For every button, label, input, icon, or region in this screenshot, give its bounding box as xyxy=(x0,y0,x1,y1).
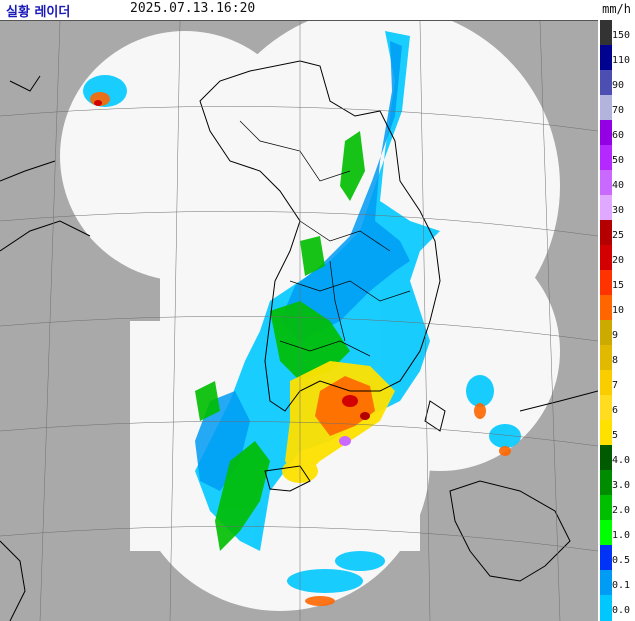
legend-label: 4.0 xyxy=(612,455,631,466)
legend-label: 6 xyxy=(612,405,619,416)
legend-label: 15 xyxy=(612,280,625,291)
legend-label: 5 xyxy=(612,430,619,441)
coastlines xyxy=(0,60,598,621)
radar-map-canvas xyxy=(0,21,598,621)
legend-swatch xyxy=(600,395,612,421)
legend-label: 25 xyxy=(612,230,625,241)
legend-label: 10 xyxy=(612,305,625,316)
legend-label: 0.0 xyxy=(612,605,631,616)
radar-map[interactable] xyxy=(0,20,598,621)
legend-swatch xyxy=(600,95,612,121)
legend-label: 110 xyxy=(612,55,631,66)
legend-swatch xyxy=(600,145,612,171)
legend-swatch xyxy=(600,595,612,621)
legend-label: 20 xyxy=(612,255,625,266)
legend-label: 50 xyxy=(612,155,625,166)
legend-label: 30 xyxy=(612,205,625,216)
legend-swatch xyxy=(600,120,612,146)
legend-swatch xyxy=(600,245,612,271)
legend-swatch xyxy=(600,45,612,71)
legend-swatch xyxy=(600,170,612,196)
legend-label: 70 xyxy=(612,105,625,116)
legend-swatch xyxy=(600,545,612,571)
legend-swatch xyxy=(600,20,612,46)
legend-label: 90 xyxy=(612,80,625,91)
legend-label: 150 xyxy=(612,30,631,41)
legend-swatch xyxy=(600,470,612,496)
legend-label: 0.5 xyxy=(612,555,631,566)
precipitation-red-purple xyxy=(94,100,370,446)
legend-swatch xyxy=(600,370,612,396)
legend-swatch xyxy=(600,320,612,346)
legend-swatch xyxy=(600,495,612,521)
legend-swatch xyxy=(600,420,612,446)
rainfall-legend-bar xyxy=(600,20,612,621)
legend-swatch xyxy=(600,270,612,296)
legend-label: 9 xyxy=(612,330,619,341)
lat-lon-grid xyxy=(0,21,598,621)
legend-label: 2.0 xyxy=(612,505,631,516)
legend-swatch xyxy=(600,520,612,546)
legend-swatch xyxy=(600,220,612,246)
legend-label: 60 xyxy=(612,130,625,141)
legend-swatch xyxy=(600,570,612,596)
legend-swatch xyxy=(600,70,612,96)
unit-label: mm/h xyxy=(602,2,631,16)
legend-label: 3.0 xyxy=(612,480,631,491)
legend-swatch xyxy=(600,345,612,371)
legend-label: 8 xyxy=(612,355,619,366)
legend-swatch xyxy=(600,295,612,321)
page-title: 실황 레이더 xyxy=(6,5,71,20)
header-bar: 실황 레이더 2025.07.13.16:20 mm/h xyxy=(0,0,635,20)
legend-swatch xyxy=(600,445,612,471)
legend-swatch xyxy=(600,195,612,221)
legend-label: 40 xyxy=(612,180,625,191)
observation-timestamp: 2025.07.13.16:20 xyxy=(130,1,256,16)
legend-label: 1.0 xyxy=(612,530,631,541)
legend-label: 0.1 xyxy=(612,580,631,591)
legend-label: 7 xyxy=(612,380,619,391)
